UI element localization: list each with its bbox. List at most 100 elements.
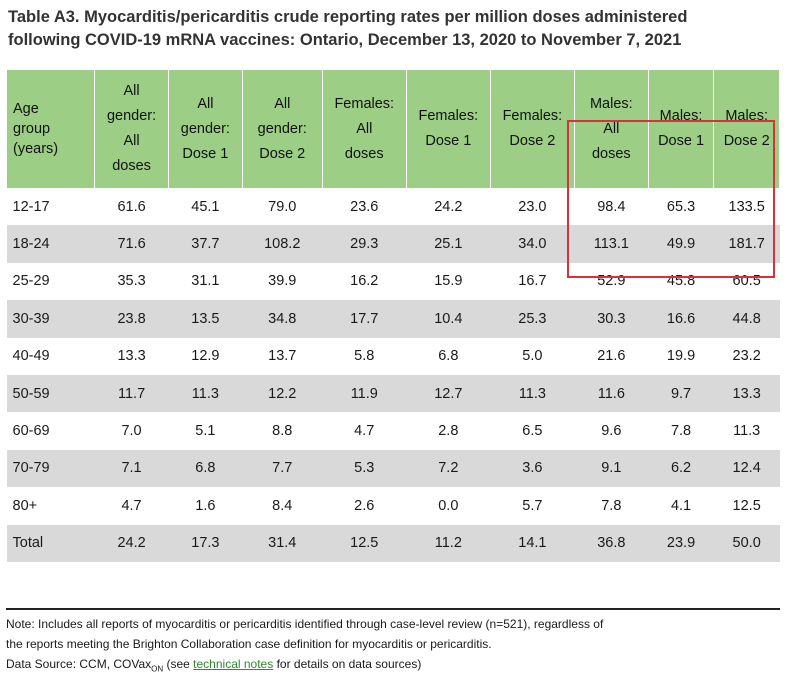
column-header: Males: Dose 1: [647, 70, 715, 188]
rate-cell: 133.5: [728, 198, 765, 215]
age-group-cell: 30-39: [6, 300, 95, 338]
rate-cell: 31.1: [191, 273, 220, 290]
rate-cell: 23.9: [648, 524, 714, 562]
header-text: Females:: [334, 95, 395, 112]
header-text: Dose 1: [658, 133, 705, 149]
rate-cell: 39.9: [268, 273, 297, 290]
rate-cell: 50.0: [713, 524, 780, 562]
header-text: Dose 2: [723, 133, 770, 149]
rate-cell: 16.2: [350, 273, 379, 290]
rate-cell: 12.5: [322, 524, 407, 562]
rate-cell: 98.4: [597, 198, 626, 215]
column-header: Age group (years): [5, 70, 96, 188]
table-row: 50-59 11.7 11.3 12.2 11.9 12.7 11.3 11.6 9.7 13.3: [6, 374, 780, 413]
table-row: 12-17 61.6 45.1 79.0 23.6 24.2 23.0 98.4 65.3 133…: [7, 188, 780, 225]
rate-cell: 7.2: [406, 449, 491, 488]
rate-cell: 7.7: [242, 449, 323, 488]
rate-cell: 37.7: [168, 225, 243, 263]
rates-table: Age group (years) All gender: All doses All gend…: [5, 70, 780, 562]
rate-cell: 11.7: [94, 374, 169, 413]
table-note: Note: Includes all reports of myocarditi…: [6, 614, 782, 679]
column-header: All gender: All doses: [94, 70, 169, 188]
rate-cell: 21.6: [597, 348, 626, 365]
rate-cell: 4.7: [354, 423, 375, 440]
rate-cell: 0.0: [438, 497, 459, 514]
rate-cell: 13.3: [117, 348, 146, 365]
rate-cell: 4.7: [121, 497, 142, 514]
table-row: 30-39 23.8 13.5 34.8 17.7 10.4 25.3 30.3 16.6 44.…: [6, 300, 780, 338]
header-text: Dose 1: [425, 133, 472, 149]
age-group-cell: 25-29: [12, 273, 50, 290]
column-header: Females: All doses: [321, 70, 407, 188]
age-group-cell: 40-49: [12, 348, 50, 365]
bottom-rule: [6, 608, 780, 610]
rate-cell: 12.5: [732, 497, 761, 514]
rate-cell: 8.4: [272, 497, 293, 514]
rate-cell: 7.0: [121, 423, 142, 440]
note-line-1: Note: Includes all reports of myocarditi…: [6, 617, 604, 631]
header-text: Females:: [418, 108, 479, 124]
age-group-cell: Total: [6, 524, 95, 562]
rate-cell: 30.3: [574, 300, 649, 338]
rate-cell: 24.2: [94, 524, 169, 562]
title-line-2: following COVID-19 mRNA vaccines: Ontari…: [8, 31, 682, 49]
column-header: Males: Dose 2: [713, 70, 780, 188]
rate-cell: 8.8: [272, 423, 293, 440]
column-header: Females: Dose 1: [405, 70, 491, 188]
column-header: All gender: Dose 2: [241, 70, 323, 188]
technical-notes-link[interactable]: technical notes: [193, 657, 274, 671]
rate-cell: 12.7: [406, 374, 491, 413]
header-text: Females:: [502, 108, 563, 124]
rate-cell: 60.5: [732, 273, 761, 290]
rate-cell: 15.9: [434, 273, 463, 290]
rate-cell: 2.8: [438, 423, 459, 440]
table-row: 25-29 35.3 31.1 39.9 16.2 15.9 16.7 52.9 45.8 60.…: [7, 263, 780, 300]
rate-cell: 49.9: [648, 225, 714, 263]
column-header: Females: Dose 2: [489, 70, 575, 188]
header-text: All: [123, 83, 140, 99]
rate-cell: 6.2: [648, 449, 714, 488]
table-title: Table A3. Myocarditis/pericarditis crude…: [8, 6, 780, 52]
rate-cell: 5.0: [522, 348, 543, 365]
header-text: group: [13, 121, 51, 137]
rate-cell: 9.1: [574, 449, 649, 488]
rate-cell: 6.5: [522, 423, 543, 440]
data-source-line: Data Source: CCM, COVaxON (see technical…: [6, 654, 782, 679]
rate-cell: 7.8: [601, 497, 622, 514]
rate-cell: 36.8: [574, 524, 649, 562]
rate-cell: 10.4: [406, 300, 491, 338]
header-text: All: [123, 133, 140, 149]
rate-cell: 7.8: [670, 423, 692, 440]
table-row: 40-49 13.3 12.9 13.7 5.8 6.8 5.0 21.6 19.9 23.2: [7, 338, 780, 375]
rate-cell: 6.8: [438, 348, 459, 365]
rate-cell: 61.6: [117, 198, 146, 215]
header-text: (years): [13, 141, 59, 157]
source-suffix: for details on data sources): [273, 657, 422, 671]
table-row: 18-24 71.6 37.7 108.2 29.3 25.1 34.0 113.1 49.9 1…: [6, 225, 780, 263]
header-text: Dose 1: [182, 145, 229, 162]
rate-cell: 24.2: [434, 198, 463, 215]
header-text: doses: [344, 145, 384, 162]
header-text: All: [603, 120, 620, 137]
rate-cell: 13.3: [713, 374, 780, 413]
header-text: Males:: [589, 95, 633, 112]
rate-cell: 79.0: [268, 198, 297, 215]
rate-cell: 5.3: [322, 449, 407, 488]
rate-cell: 45.1: [191, 198, 220, 215]
header-row: Age group (years) All gender: All doses All gend…: [5, 70, 780, 188]
rate-cell: 16.6: [648, 300, 714, 338]
rate-cell: 4.1: [670, 497, 692, 514]
header-text: Males:: [725, 108, 769, 124]
rate-cell: 2.6: [354, 497, 375, 514]
header-text: doses: [591, 145, 631, 162]
rate-cell: 9.6: [601, 423, 622, 440]
rate-cell: 52.9: [597, 273, 626, 290]
age-group-cell: 60-69: [12, 423, 50, 440]
rate-cell: 13.5: [168, 300, 243, 338]
note-line-2: the reports meeting the Brighton Collabo…: [6, 637, 492, 651]
source-subscript: ON: [151, 664, 164, 674]
rate-cell: 71.6: [94, 225, 169, 263]
source-prefix: Data Source: CCM, COVax: [6, 657, 152, 671]
header-text: Males:: [659, 108, 703, 124]
age-group-cell: 70-79: [6, 449, 95, 488]
